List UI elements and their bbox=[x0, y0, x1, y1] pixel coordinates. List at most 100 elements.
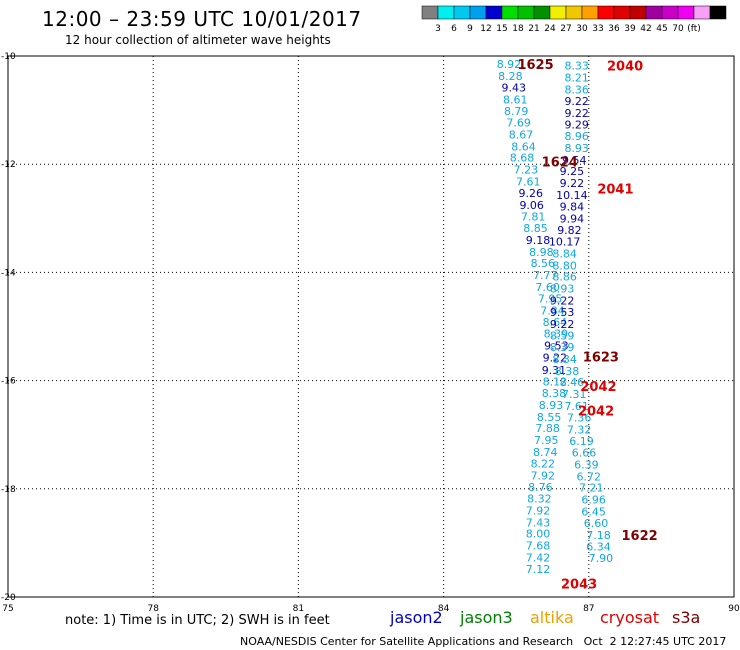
swh-value-right: 9.54 bbox=[562, 154, 587, 167]
colorbar-swatch bbox=[421, 5, 439, 20]
swh-value-right: 8.96 bbox=[564, 130, 589, 143]
colorbar-swatch bbox=[485, 5, 503, 20]
pass-time-label: 1624 bbox=[542, 155, 578, 170]
colorbar-swatch bbox=[437, 5, 455, 20]
colorbar-swatch bbox=[453, 5, 471, 20]
pass-time-label: 2040 bbox=[607, 60, 643, 75]
colorbar-label: 42 bbox=[640, 24, 651, 34]
colorbar-swatch bbox=[533, 5, 551, 20]
swh-value-right: 6.72 bbox=[577, 470, 602, 483]
y-tick-label: -14 bbox=[1, 268, 16, 278]
satellite-legend-s3a: s3a bbox=[672, 608, 701, 627]
swh-value-left: 7.81 bbox=[521, 211, 546, 224]
swh-value-left: 8.22 bbox=[531, 457, 556, 470]
swh-value-left: 8.56 bbox=[531, 257, 556, 270]
pass-time-label: 2042 bbox=[580, 380, 616, 395]
colorbar-label: 36 bbox=[608, 24, 620, 34]
colorbar-swatch bbox=[581, 5, 599, 20]
swh-value-left: 7.84 bbox=[540, 304, 565, 317]
colorbar-label: 27 bbox=[560, 24, 571, 34]
colorbar-swatch bbox=[549, 5, 567, 20]
swh-value-right: 9.25 bbox=[560, 165, 585, 178]
swh-value-left: 8.85 bbox=[523, 222, 548, 235]
page-subtitle: 12 hour collection of altimeter wave hei… bbox=[65, 33, 331, 47]
pass-time-label: 1623 bbox=[583, 350, 619, 365]
swh-value-right: 8.84 bbox=[552, 247, 577, 260]
swh-value-left: 9.26 bbox=[518, 187, 543, 200]
swh-value-left: 9.06 bbox=[519, 199, 544, 212]
swh-value-right: 9.29 bbox=[564, 119, 589, 132]
colorbar-label: 33 bbox=[592, 24, 603, 34]
swh-value-left: 7.42 bbox=[526, 552, 551, 565]
swh-value-left: 8.79 bbox=[504, 105, 529, 118]
colorbar-swatch bbox=[629, 5, 647, 20]
swh-value-right: 6.60 bbox=[584, 517, 609, 530]
swh-value-right: 9.82 bbox=[557, 224, 582, 237]
pass-time-label: 2043 bbox=[561, 577, 597, 592]
swh-value-left: 9.53 bbox=[544, 339, 569, 352]
swh-value-right: 8.86 bbox=[552, 271, 577, 284]
swh-value-left: 7.61 bbox=[516, 176, 541, 189]
swh-value-right: 8.38 bbox=[555, 365, 580, 378]
swh-value-right: 8.59 bbox=[550, 330, 575, 343]
swh-value-right: 8.21 bbox=[564, 72, 589, 85]
x-tick-label: 84 bbox=[438, 604, 450, 614]
colorbar-swatch bbox=[469, 5, 487, 20]
swh-value-right: 6.66 bbox=[572, 447, 597, 460]
swh-value-left: 8.38 bbox=[542, 387, 567, 400]
swh-value-left: 9.43 bbox=[502, 81, 527, 94]
swh-value-right: 7.31 bbox=[562, 388, 587, 401]
colorbar-label: 15 bbox=[496, 24, 507, 34]
swh-value-left: 8.92 bbox=[497, 58, 522, 71]
swh-value-right: 6.45 bbox=[581, 506, 606, 519]
swh-value-right: 8.36 bbox=[564, 84, 589, 97]
x-tick-label: 75 bbox=[2, 604, 13, 614]
x-tick-label: 78 bbox=[147, 604, 159, 614]
swh-value-right: 8.34 bbox=[552, 353, 577, 366]
swh-value-left: 8.61 bbox=[503, 93, 528, 106]
x-tick-label: 81 bbox=[293, 604, 304, 614]
swh-value-right: 9.22 bbox=[550, 295, 575, 308]
colorbar-swatch bbox=[645, 5, 663, 20]
colorbar-swatch bbox=[565, 5, 583, 20]
colorbar-swatch bbox=[501, 5, 519, 20]
swh-value-right: 8.46 bbox=[560, 376, 585, 389]
swh-value-left: 8.00 bbox=[526, 528, 551, 541]
swh-value-left: 9.22 bbox=[543, 351, 568, 364]
swh-value-right: 7.61 bbox=[564, 400, 589, 413]
colorbar-swatch bbox=[677, 5, 695, 20]
colorbar-label: 3 bbox=[435, 24, 441, 34]
colorbar-swatch bbox=[693, 5, 711, 20]
footer-credit: NOAA/NESDIS Center for Satellite Applica… bbox=[240, 635, 727, 648]
swh-value-right: 8.93 bbox=[550, 283, 575, 296]
swh-value-right: 10.17 bbox=[549, 236, 581, 249]
swh-value-left: 7.92 bbox=[526, 504, 551, 517]
swh-value-left: 7.88 bbox=[535, 422, 560, 435]
swh-value-left: 8.64 bbox=[511, 140, 536, 153]
swh-value-left: 7.23 bbox=[514, 164, 539, 177]
swh-value-right: 9.22 bbox=[560, 177, 585, 190]
swh-value-right: 6.96 bbox=[581, 494, 606, 507]
y-tick-label: -18 bbox=[1, 485, 16, 495]
page-title: 12:00 – 23:59 UTC 10/01/2017 bbox=[42, 7, 362, 31]
swh-value-left: 9.31 bbox=[542, 364, 567, 377]
swh-value-right: 8.39 bbox=[550, 341, 575, 354]
map-frame bbox=[7, 55, 735, 598]
swh-value-left: 8.93 bbox=[539, 399, 564, 412]
swh-value-right: 8.33 bbox=[564, 60, 589, 73]
swh-value-left: 8.68 bbox=[510, 152, 535, 165]
swh-value-left: 7.12 bbox=[526, 563, 551, 576]
colorbar-label: 70 bbox=[672, 24, 684, 34]
satellite-legend-altika: altika bbox=[530, 608, 574, 627]
swh-value-right: 8.80 bbox=[552, 259, 577, 272]
satellite-legend-cryosat: cryosat bbox=[600, 608, 660, 627]
swh-value-right: 7.32 bbox=[567, 423, 592, 436]
colorbar-label: 6 bbox=[451, 24, 457, 34]
y-tick-label: -10 bbox=[1, 52, 16, 62]
x-tick-label: 87 bbox=[583, 604, 594, 614]
x-tick-label: 90 bbox=[728, 604, 740, 614]
y-tick-label: -20 bbox=[1, 593, 16, 603]
swh-value-right: 9.22 bbox=[564, 107, 589, 120]
colorbar-label: 45 bbox=[656, 24, 667, 34]
